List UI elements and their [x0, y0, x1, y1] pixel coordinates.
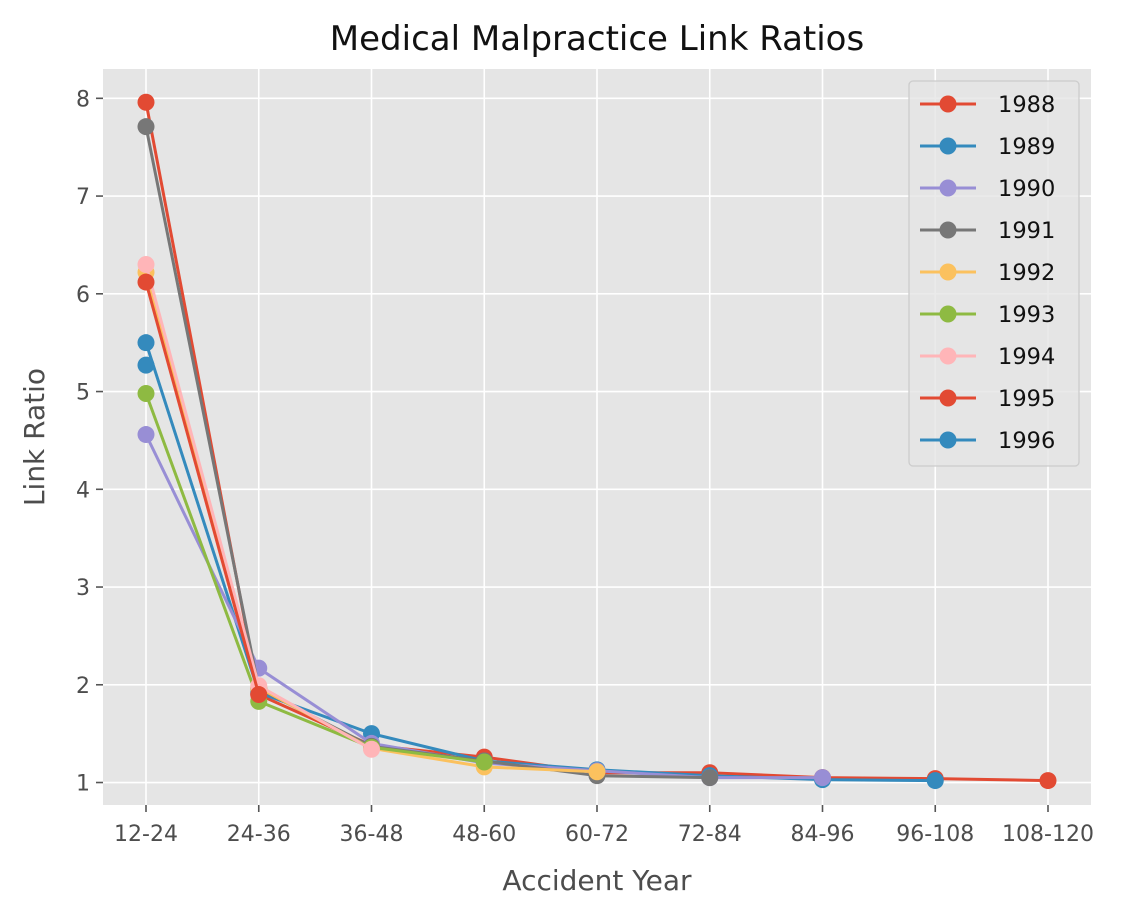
- data-point-1994: [363, 740, 380, 758]
- x-tick-label: 108-120: [1002, 822, 1094, 847]
- data-point-1990: [814, 769, 831, 787]
- data-point-1995: [137, 273, 155, 291]
- legend-marker-1991: [939, 221, 957, 239]
- legend: 1988 1989 1990 1991 1992 1993 1994 1995 1996: [908, 80, 1080, 467]
- x-tick-label: 36-48: [340, 822, 404, 847]
- y-axis-label: Link Ratio: [18, 368, 51, 506]
- data-point-1991: [137, 118, 155, 136]
- legend-marker-1992: [939, 263, 957, 281]
- legend-marker-1988: [939, 95, 957, 113]
- x-tick-label: 72-84: [678, 822, 742, 847]
- y-tick-label: 2: [76, 674, 90, 699]
- legend-label-1995: 1995: [998, 386, 1055, 412]
- legend-label-1992: 1992: [998, 260, 1055, 286]
- legend-marker-1989: [939, 137, 957, 155]
- y-tick-label: 5: [76, 381, 90, 406]
- x-tick-label: 60-72: [565, 822, 629, 847]
- x-tick-label: 24-36: [227, 822, 291, 847]
- y-tick-label: 3: [76, 576, 90, 601]
- data-point-1992: [588, 763, 606, 781]
- data-point-1988: [137, 93, 155, 111]
- y-tick-label: 6: [76, 283, 90, 308]
- data-point-1993: [475, 753, 493, 771]
- legend-marker-1993: [939, 305, 957, 323]
- legend-label-1988: 1988: [998, 92, 1055, 118]
- x-tick-label: 12-24: [114, 822, 178, 847]
- y-tick-label: 7: [76, 185, 90, 210]
- legend-label-1989: 1989: [998, 134, 1055, 160]
- data-point-1993: [137, 385, 155, 403]
- legend-label-1994: 1994: [998, 344, 1055, 370]
- y-tick-label: 8: [76, 87, 90, 112]
- data-point-1995: [250, 686, 268, 704]
- legend-label-1996: 1996: [998, 428, 1055, 454]
- legend-marker-1996: [939, 431, 957, 449]
- data-point-1988: [1039, 772, 1057, 790]
- legend-label-1991: 1991: [998, 218, 1055, 244]
- axis-ticks: 12-24 24-36 36-48 48-60 60-72 72-84 84-96 96-10…: [76, 87, 1094, 847]
- x-tick-label: 48-60: [452, 822, 516, 847]
- data-point-1991: [701, 769, 719, 787]
- series-layer: [137, 93, 1057, 790]
- series-line-1993: [144, 392, 485, 764]
- data-point-1989: [137, 334, 155, 352]
- chart-title: Medical Malpractice Link Ratios: [330, 19, 864, 59]
- y-tick-label: 1: [76, 772, 90, 797]
- data-point-1996: [137, 356, 155, 374]
- legend-box: [908, 80, 1080, 467]
- legend-marker-1994: [939, 347, 957, 365]
- y-tick-label: 4: [76, 478, 90, 503]
- x-tick-label: 96-108: [896, 822, 974, 847]
- legend-label-1990: 1990: [998, 176, 1055, 202]
- x-axis-label: Accident Year: [502, 864, 692, 897]
- legend-marker-1995: [939, 389, 957, 407]
- legend-marker-1990: [939, 179, 957, 197]
- series-line-1995: [144, 281, 261, 695]
- data-point-1994: [137, 255, 155, 273]
- series-1996: [137, 356, 155, 374]
- legend-label-1993: 1993: [998, 302, 1055, 328]
- data-point-1989: [926, 772, 944, 790]
- series-1995: [137, 273, 268, 704]
- x-tick-label: 84-96: [791, 822, 855, 847]
- data-point-1990: [137, 426, 155, 444]
